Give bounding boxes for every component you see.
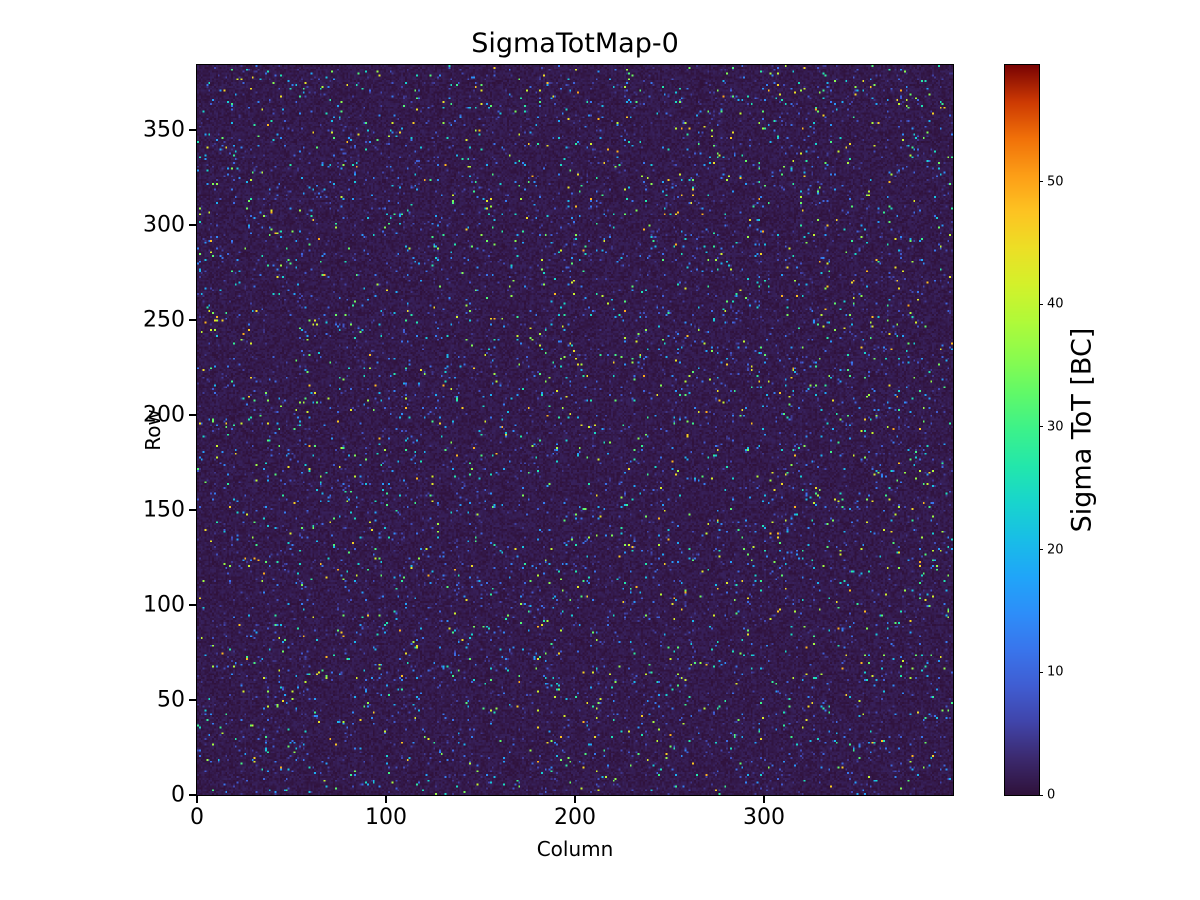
heatmap-plot-area — [196, 64, 954, 796]
colorbar-tick-mark — [1039, 181, 1043, 183]
heatmap-canvas — [197, 65, 953, 795]
y-tick-mark — [189, 128, 197, 131]
colorbar-tick-label: 10 — [1047, 664, 1064, 680]
y-tick-label: 350 — [143, 117, 185, 143]
colorbar-tick-mark — [1039, 303, 1043, 305]
y-tick-label: 300 — [143, 212, 185, 238]
colorbar-canvas — [1005, 65, 1039, 795]
colorbar-tick-mark — [1039, 549, 1043, 551]
x-tick-label: 300 — [743, 805, 785, 830]
y-tick-mark — [189, 318, 197, 321]
y-tick-mark — [189, 223, 197, 226]
colorbar-tick-mark — [1039, 794, 1043, 796]
y-tick-mark — [189, 413, 197, 416]
x-tick-label: 100 — [365, 805, 407, 830]
y-tick-label: 200 — [143, 402, 185, 428]
colorbar-label: Sigma ToT [BC] — [1066, 327, 1098, 533]
x-tick-mark — [196, 795, 198, 803]
x-tick-mark — [574, 795, 576, 803]
colorbar-tick-label: 20 — [1047, 542, 1064, 558]
x-tick-label: 200 — [554, 805, 596, 830]
x-tick-mark — [763, 795, 765, 803]
y-tick-label: 150 — [143, 497, 185, 523]
y-tick-mark — [189, 508, 197, 511]
y-tick-mark — [189, 603, 197, 606]
chart-title: SigmaTotMap-0 — [471, 28, 679, 59]
y-tick-mark — [189, 794, 197, 796]
colorbar — [1004, 64, 1040, 796]
y-tick-label: 250 — [143, 307, 185, 333]
y-axis-label: Row — [141, 409, 165, 451]
y-tick-label: 0 — [171, 782, 185, 808]
colorbar-tick-label: 40 — [1047, 296, 1064, 312]
x-tick-mark — [385, 795, 387, 803]
colorbar-tick-label: 0 — [1047, 787, 1056, 803]
x-tick-label: 0 — [190, 805, 204, 830]
x-axis-label: Column — [536, 837, 614, 861]
y-tick-mark — [189, 698, 197, 701]
colorbar-tick-mark — [1039, 426, 1043, 428]
y-tick-label: 100 — [143, 592, 185, 618]
colorbar-tick-label: 30 — [1047, 419, 1064, 435]
colorbar-tick-mark — [1039, 671, 1043, 673]
colorbar-tick-label: 50 — [1047, 174, 1064, 190]
y-tick-label: 50 — [157, 687, 185, 713]
